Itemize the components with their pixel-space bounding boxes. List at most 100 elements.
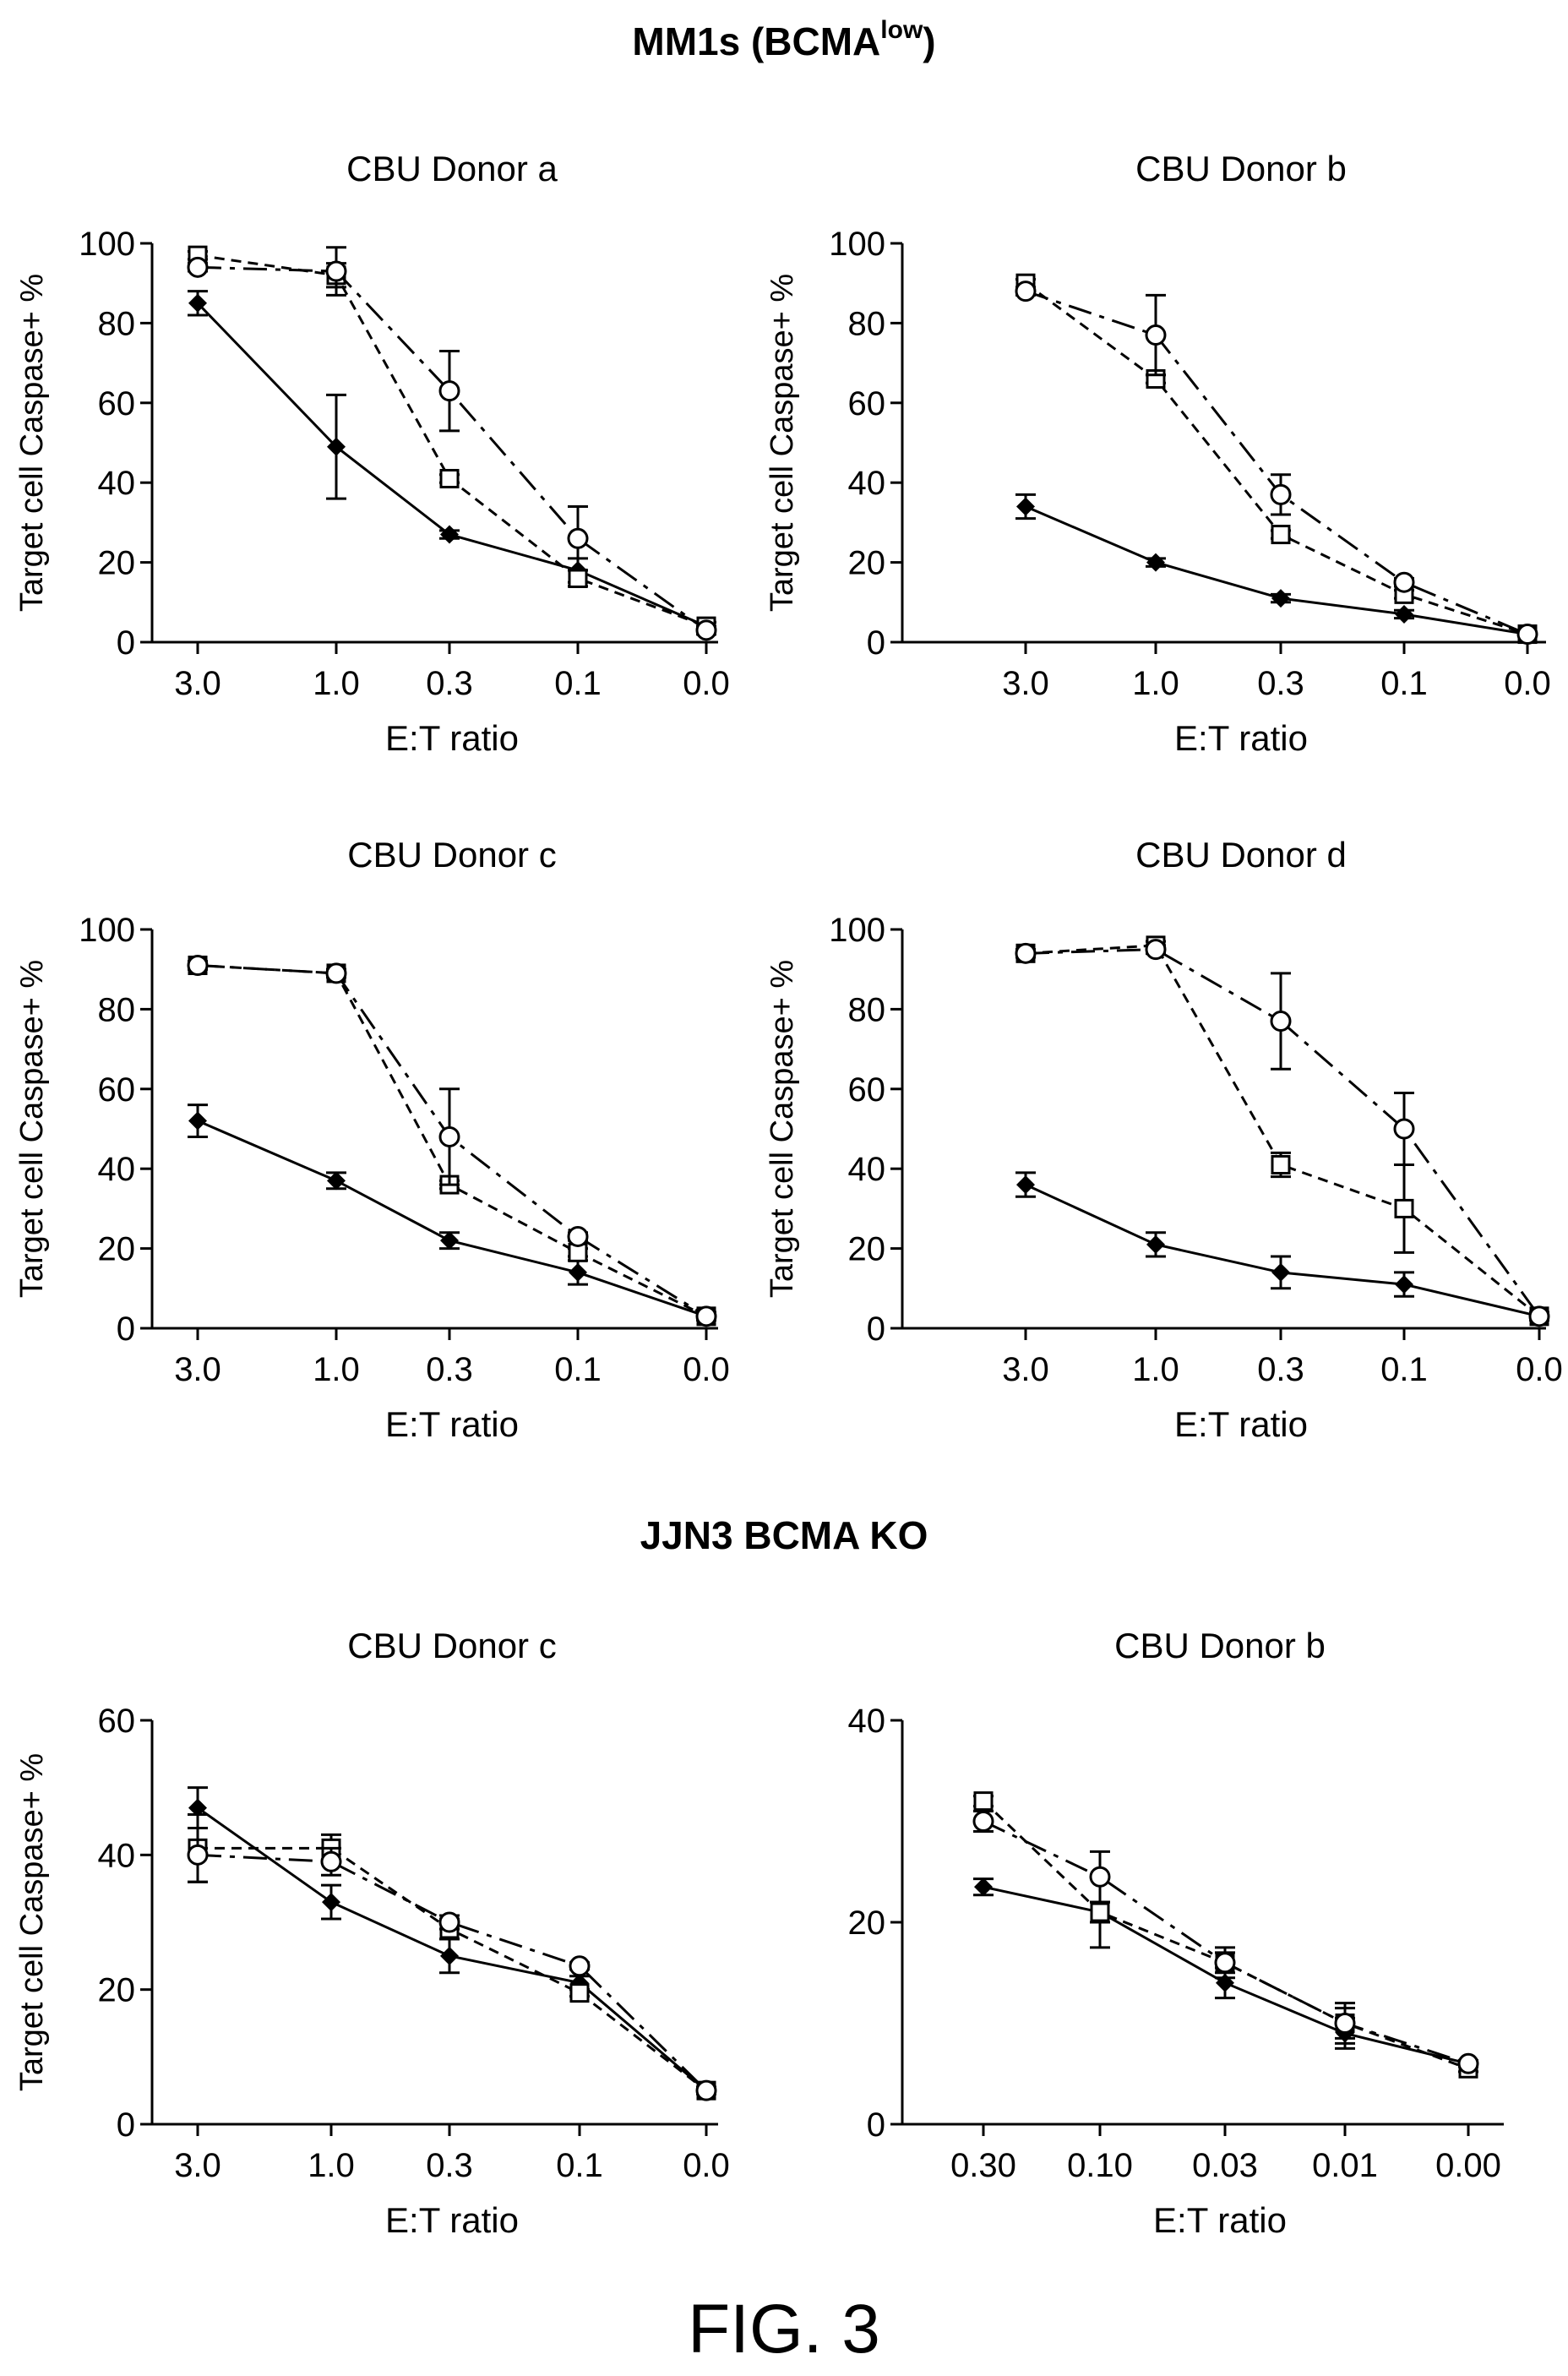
y-axis-label: Target cell Caspase+ % — [765, 274, 800, 612]
x-tick-label: 0.3 — [426, 665, 473, 702]
chart-panel-1: CBU Donor a 0 20 40 60 80 100 3.0 1.0 0.3 0.1 0.0 E:… — [14, 149, 730, 758]
data-point — [974, 1877, 993, 1897]
chart-title: CBU Donor b — [1114, 1626, 1326, 1665]
series-line — [1025, 944, 1540, 1318]
series-circle — [1015, 939, 1550, 1327]
data-point — [320, 1850, 342, 1872]
y-tick-label: 80 — [848, 305, 886, 342]
x-tick-label: 3.0 — [174, 1351, 221, 1388]
x-tick-label: 0.01 — [1312, 2147, 1378, 2184]
x-tick-label: 0.00 — [1435, 2147, 1501, 2184]
data-point — [188, 293, 207, 313]
x-tick-label: 3.0 — [1002, 665, 1049, 702]
data-point — [1395, 1275, 1413, 1294]
y-tick-label: 20 — [848, 1231, 886, 1268]
series-square — [973, 1791, 1478, 2079]
data-point — [1016, 1175, 1035, 1195]
data-point — [1145, 939, 1167, 961]
data-point — [1089, 1866, 1111, 1888]
figure-label: FIG. 3 — [688, 2291, 880, 2368]
y-tick-label: 20 — [98, 545, 136, 582]
data-point — [1271, 525, 1291, 545]
data-point — [325, 962, 347, 984]
y-tick-label: 60 — [98, 1071, 136, 1109]
y-tick-label: 40 — [98, 465, 136, 502]
y-tick-label: 20 — [848, 545, 886, 582]
series-line — [197, 253, 707, 628]
data-point — [1395, 604, 1413, 624]
y-tick-label: 80 — [98, 991, 136, 1028]
y-tick-label: 40 — [848, 1151, 886, 1188]
series-line — [1025, 281, 1528, 635]
data-point — [440, 1946, 459, 1965]
y-axis-label: Target cell Caspase+ % — [765, 960, 800, 1298]
data-point — [568, 568, 588, 588]
chart-title: CBU Donor c — [347, 1626, 556, 1665]
chart-panel-4: CBU Donor d 0 20 40 60 80 100 3.0 1.0 0.3 0.1 0.0 E:… — [765, 835, 1563, 1444]
x-axis-label: E:T ratio — [385, 2200, 519, 2240]
y-tick-label: 20 — [848, 1905, 886, 1942]
x-tick-label: 0.0 — [683, 1351, 730, 1388]
y-tick-label: 40 — [848, 1703, 886, 1740]
x-tick-label: 0.1 — [554, 1351, 602, 1388]
series-line — [982, 1800, 1469, 2070]
section-title-mm1s-main: MM1s (BCMA — [632, 19, 881, 63]
y-axis-label: Target cell Caspase+ % — [14, 274, 50, 612]
data-point — [1393, 571, 1415, 593]
data-point — [695, 2079, 717, 2101]
data-point — [1270, 483, 1292, 505]
data-point — [1146, 553, 1165, 572]
data-point — [322, 1893, 340, 1912]
chart-title: CBU Donor c — [347, 835, 556, 875]
y-tick-label: 0 — [867, 2106, 885, 2144]
y-tick-label: 40 — [848, 465, 886, 502]
y-tick-label: 20 — [98, 1972, 136, 2009]
x-tick-label: 0.0 — [683, 2147, 730, 2184]
data-point — [1214, 1952, 1236, 1974]
data-point — [188, 1111, 207, 1131]
series-line — [1025, 1183, 1540, 1318]
data-point — [1015, 942, 1037, 964]
y-tick-label: 20 — [98, 1231, 136, 1268]
data-point — [569, 1262, 587, 1282]
data-point — [1016, 497, 1035, 516]
x-tick-label: 0.03 — [1192, 2147, 1258, 2184]
series-diamond — [188, 1786, 716, 2101]
series-line — [197, 265, 707, 632]
section-title-mm1s-superscript: low — [880, 16, 923, 44]
x-tick-label: 0.3 — [1257, 1351, 1304, 1388]
chart-panel-3: CBU Donor c 0 20 40 60 80 100 3.0 1.0 0.3 0.1 0.0 E:… — [14, 835, 730, 1444]
y-tick-label: 0 — [867, 1311, 885, 1348]
x-tick-label: 0.30 — [950, 2147, 1016, 2184]
x-tick-label: 0.3 — [426, 1351, 473, 1388]
x-axis-label: E:T ratio — [1174, 1404, 1308, 1444]
x-tick-label: 0.3 — [426, 2147, 473, 2184]
data-point — [439, 468, 460, 488]
y-tick-label: 0 — [867, 624, 885, 662]
data-point — [188, 1798, 207, 1817]
series-circle — [1015, 281, 1538, 646]
x-axis-label: E:T ratio — [385, 1404, 519, 1444]
x-tick-label: 3.0 — [174, 665, 221, 702]
data-point — [187, 1844, 209, 1866]
series-diamond — [188, 290, 716, 636]
data-point — [1146, 1234, 1165, 1254]
x-tick-label: 0.3 — [1257, 665, 1304, 702]
series-line — [198, 1846, 707, 2092]
x-tick-label: 3.0 — [1002, 1351, 1049, 1388]
x-axis-label: E:T ratio — [385, 718, 519, 758]
y-tick-label: 0 — [117, 2106, 135, 2144]
series-line — [197, 1853, 708, 2092]
y-tick-label: 40 — [98, 1151, 136, 1188]
data-point — [1015, 281, 1037, 302]
series-square — [188, 245, 716, 636]
data-point — [325, 260, 347, 282]
y-tick-label: 40 — [98, 1837, 136, 1874]
series-line — [1025, 948, 1541, 1317]
x-tick-label: 0.10 — [1067, 2147, 1133, 2184]
data-point — [1457, 2052, 1479, 2074]
data-point — [1145, 324, 1167, 346]
series-square — [1015, 273, 1538, 645]
x-tick-label: 0.0 — [683, 665, 730, 702]
data-point — [1271, 1154, 1291, 1174]
